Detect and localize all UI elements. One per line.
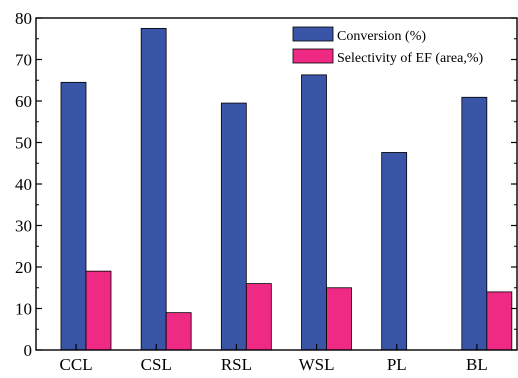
y-tick-label: 40	[15, 175, 32, 194]
x-tick-label-ccl: CCL	[60, 355, 93, 373]
bar-ccl-series-1	[60, 81, 87, 351]
x-tick-label-rsl: RSL	[221, 355, 252, 373]
y-tick-label: 10	[15, 300, 32, 319]
y-tick-label: 50	[15, 134, 32, 153]
legend-swatch-series-2	[292, 48, 334, 64]
ticks-group: 0 10 20 30 40 50 60 70 80 CCL CSL RSL WSL PL BL	[15, 9, 517, 374]
bar-bl-series-2	[486, 291, 513, 351]
bar-pl-series-1	[381, 152, 408, 351]
bar-csl-series-1	[140, 27, 167, 351]
bar-csl-series-2	[165, 312, 192, 351]
x-tick-label-bl: BL	[466, 355, 488, 373]
bars-group	[60, 27, 513, 351]
bar-bl-series-1	[461, 96, 488, 351]
x-tick-label-wsl: WSL	[299, 355, 335, 373]
legend-label-series-1: Conversion (%)	[337, 29, 426, 44]
bar-rsl-series-2	[245, 283, 272, 351]
y-tick-label: 70	[15, 51, 32, 70]
x-tick-label-csl: CSL	[141, 355, 172, 373]
y-tick-label: 20	[15, 258, 32, 277]
y-tick-label: 60	[15, 92, 32, 111]
legend: Conversion (%) Selectivity of EF (area,%)	[292, 26, 484, 66]
y-tick-label: 30	[15, 217, 32, 236]
y-tick-label: 0	[24, 341, 33, 360]
legend-swatch-series-1	[292, 26, 334, 42]
bar-wsl-series-2	[326, 287, 352, 351]
y-tick-label: 80	[15, 9, 32, 28]
bar-rsl-series-1	[220, 102, 247, 351]
bar-ccl-series-2	[85, 270, 112, 351]
legend-label-series-2: Selectivity of EF (area,%)	[337, 51, 484, 66]
x-tick-label-pl: PL	[387, 355, 407, 373]
bar-wsl-series-1	[301, 74, 327, 351]
